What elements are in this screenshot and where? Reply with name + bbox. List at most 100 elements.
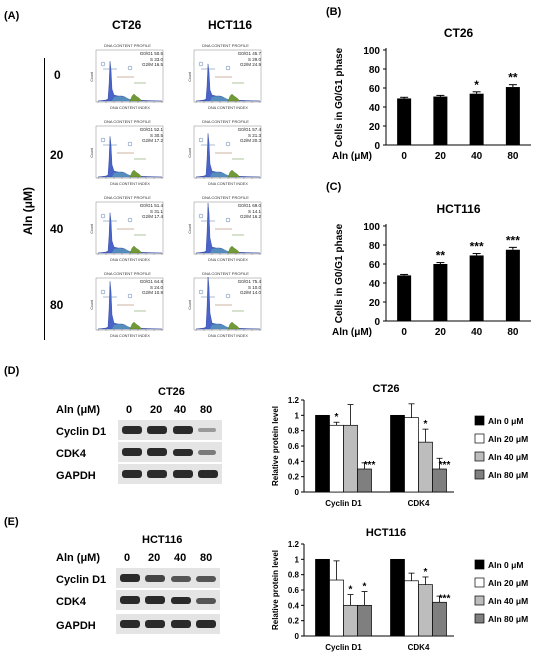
flow-stat-g2m: G2/M 14.0 (239, 290, 261, 295)
flow-y-axis-label: Count (188, 72, 192, 81)
flow-x-axis-label: DNA CONTENT INDEX (208, 106, 248, 110)
blot-band (145, 596, 165, 604)
flow-stat-g2m: G2/M 10.9 (141, 290, 163, 295)
blot-band (196, 598, 216, 604)
g2m-peak (227, 169, 241, 178)
flow-histogram-plot: DNA CONTENT INDEX Count (90, 201, 164, 262)
y-tick-label: 0.6 (288, 586, 300, 595)
significance-mark: * (424, 419, 428, 430)
flow-histogram-title: DNA CONTENT PROFILE (202, 43, 249, 48)
blot-d-dose-0: 0 (126, 404, 133, 416)
bar (432, 601, 447, 637)
x-tick-label: 40 (471, 327, 483, 338)
chart-title: HCT116 (436, 202, 480, 216)
blot-d-gapdh-strip (118, 464, 222, 484)
flow-stat-s: S 33.0 (149, 56, 163, 62)
blot-d-dose-20: 20 (150, 404, 163, 416)
bar (418, 441, 433, 493)
legend-label: Aln 80 μM (488, 470, 528, 480)
flow-stat-s: S 14.1 (247, 208, 261, 214)
blot-e-row-gapdh: GAPDH (56, 620, 96, 632)
gate-handle (198, 289, 204, 295)
x-tick-label: 40 (471, 151, 483, 162)
flow-histogram: DNA CONTENT PROFILE DNA CONTENT INDEX Coun… (90, 195, 165, 262)
legend-swatch (474, 433, 485, 444)
flow-row-label-0: 0 (54, 68, 61, 82)
significance-mark: *** (506, 233, 520, 247)
blot-band (122, 470, 142, 478)
y-tick-label: 0 (374, 141, 380, 152)
y-tick-label: 0.2 (288, 473, 300, 482)
s-phase-area (112, 248, 132, 253)
x-tick-label: 0 (401, 327, 407, 338)
plot-frame (95, 49, 164, 103)
flow-row-label-20: 20 (50, 148, 64, 162)
gate-handle (127, 65, 133, 71)
blot-band (196, 576, 216, 582)
blot-e-row-cdk4: CDK4 (56, 596, 86, 608)
blot-band (122, 448, 142, 456)
flow-col-title-hct116: HCT116 (208, 18, 253, 32)
blot-band (171, 576, 191, 582)
y-tick-label: 80 (369, 241, 381, 252)
blot-e-gapdh-strip (116, 614, 220, 634)
x-tick-label: Cyclin D1 (325, 499, 362, 508)
y-tick-label: 20 (369, 122, 381, 133)
y-tick-label: 60 (369, 260, 381, 271)
flow-y-axis-label: Count (90, 148, 94, 157)
x-tick-label: CDK4 (408, 643, 430, 652)
y-tick-label: 1.2 (288, 540, 300, 549)
blot-d-row-cyclin-d1: Cyclin D1 (56, 426, 107, 438)
blot-band (120, 620, 140, 628)
legend-label: Aln 40 μM (488, 452, 528, 462)
flow-histogram-title: DNA CONTENT PROFILE (104, 43, 151, 48)
blot-band (122, 426, 142, 434)
flow-stat-g0g1: G0/G1 64.8 (139, 279, 163, 284)
bar (404, 417, 419, 493)
panel-label-b: (B) (326, 6, 342, 18)
legend-label: Aln 20 μM (488, 434, 528, 444)
x-tick-label: Cyclin D1 (325, 643, 362, 652)
legend-swatch (474, 577, 485, 588)
gate-handle (225, 65, 231, 71)
gate-handle (225, 141, 231, 147)
gate-handle (100, 213, 106, 219)
flow-stat-g2m: G2/M 17.4 (141, 214, 163, 219)
bar (404, 580, 419, 637)
blot-e-cyclin-d1-strip (116, 568, 220, 588)
bar (329, 579, 344, 637)
flow-histogram-title: DNA CONTENT PROFILE (104, 119, 151, 124)
bar (343, 424, 358, 493)
blot-e-title: HCT116 (142, 534, 183, 546)
gate-handle (100, 61, 106, 67)
chart-c-hct116-g0g1: HCT116 0 20 40 60 80 100 Cells in G0/G1 phase 0 *… (332, 202, 531, 338)
flow-histogram-plot: DNA CONTENT INDEX Count (188, 201, 262, 262)
bar (432, 468, 447, 493)
x-tick-label: 0 (401, 151, 407, 162)
blot-band (120, 596, 140, 604)
flow-histogram-plot: DNA CONTENT INDEX Count (188, 49, 262, 110)
x-tick-label: CDK4 (408, 499, 430, 508)
flow-histogram: DNA CONTENT PROFILE DNA CONTENT INDEX Coun… (188, 271, 263, 338)
flow-stat-g2m: G2/M 24.9 (239, 62, 261, 67)
y-tick-label: 0.4 (288, 601, 300, 610)
y-axis-label: Relative protein level (271, 550, 280, 630)
flow-histogram-title: DNA CONTENT PROFILE (104, 195, 151, 200)
y-tick-label: 100 (363, 46, 380, 57)
y-tick-label: 100 (363, 222, 380, 233)
flow-histogram-plot: DNA CONTENT INDEX Count (188, 125, 262, 186)
flow-row-label-80: 80 (50, 298, 64, 312)
blot-e-dose-80: 80 (200, 552, 213, 564)
blot-band (145, 620, 165, 628)
blot-band (198, 428, 216, 432)
legend-label: Aln 0 μM (488, 560, 523, 570)
y-tick-label: 1 (295, 411, 300, 420)
blot-band (173, 426, 193, 434)
flow-x-axis-label: DNA CONTENT INDEX (110, 182, 150, 186)
bar (433, 96, 448, 145)
flow-stat-s: S 10.0 (247, 284, 261, 290)
flow-histogram: DNA CONTENT PROFILE DNA CONTENT INDEX Coun… (90, 119, 165, 186)
blot-band (173, 449, 193, 456)
flow-y-axis-label: Count (90, 224, 94, 233)
bar (315, 414, 330, 493)
